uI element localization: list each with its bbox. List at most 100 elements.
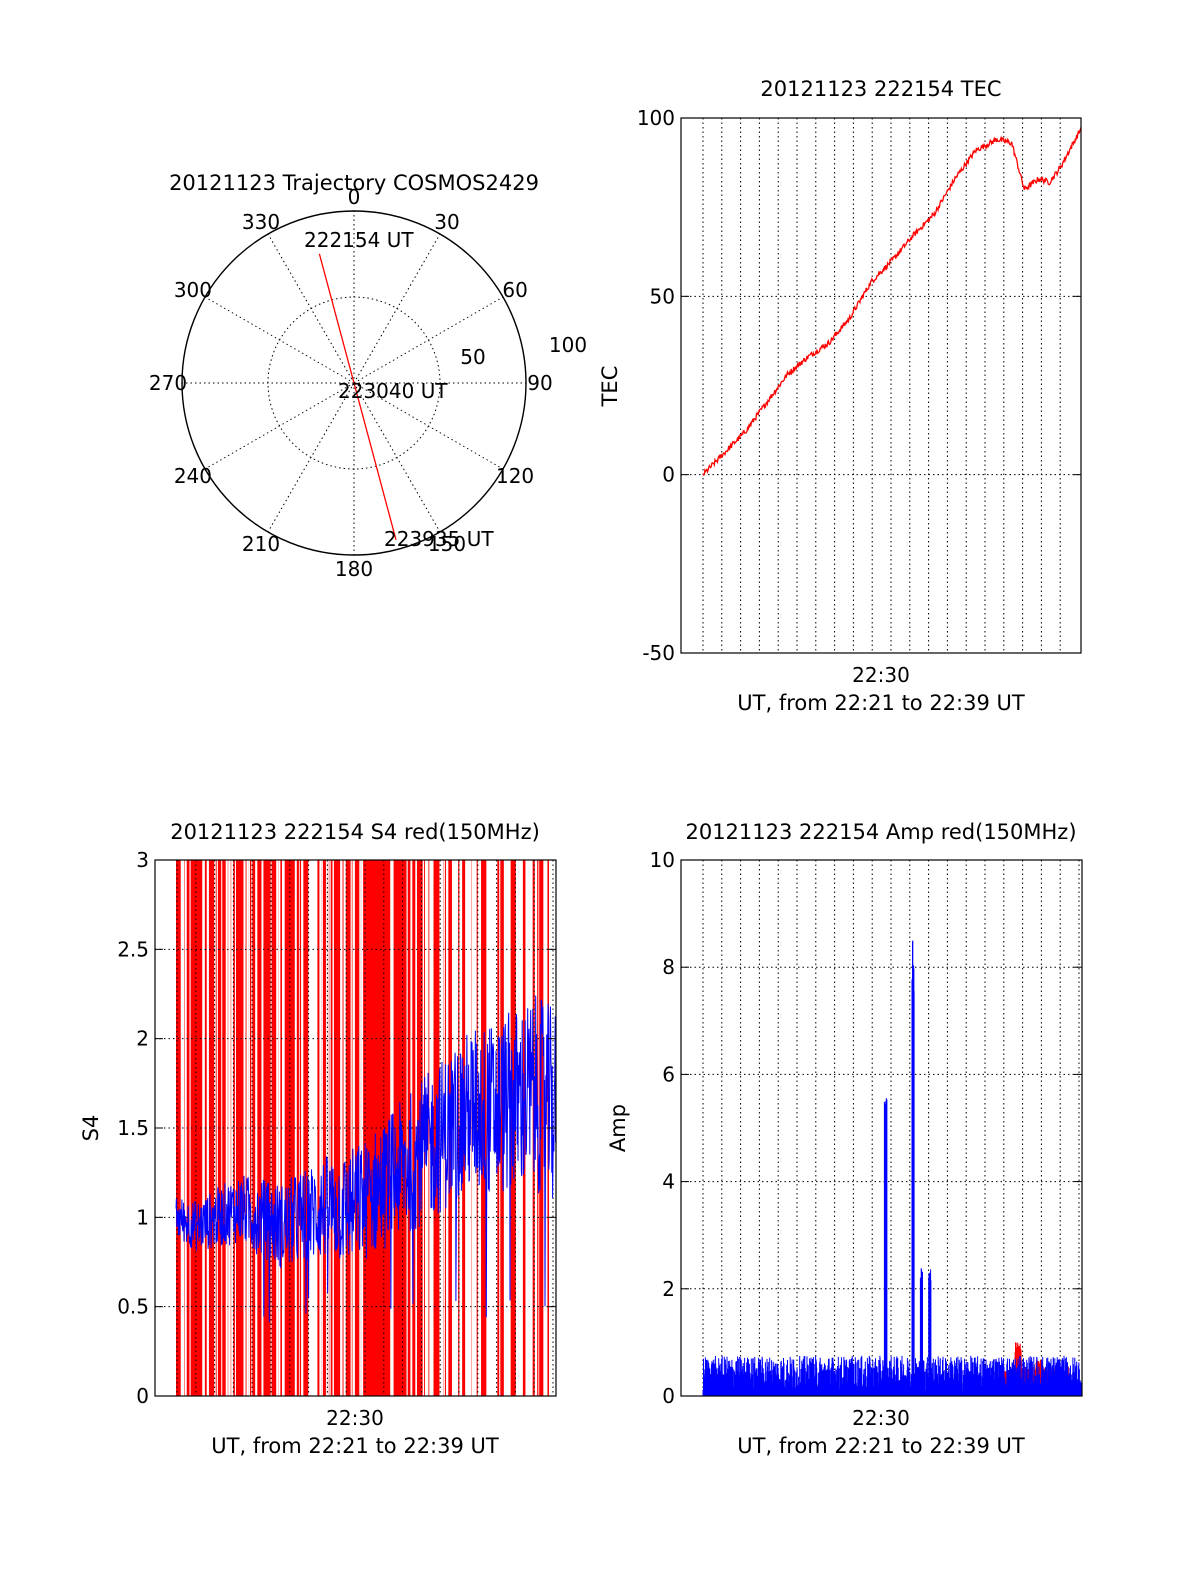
y-tick-label: 4 (662, 1170, 675, 1194)
s4-red-gap (270, 860, 272, 1396)
s4-red-gap (228, 860, 231, 1396)
polar-title: 20121123 Trajectory COSMOS2429 (169, 171, 539, 195)
y-tick-label: 50 (650, 284, 675, 308)
amp-blue-series (702, 940, 1082, 1396)
s4-red-gap (332, 860, 334, 1396)
s4-red-gap (315, 860, 318, 1396)
y-tick-label: 10 (650, 848, 675, 872)
y-tick-label: 100 (637, 106, 675, 130)
polar-spoke (204, 382, 355, 470)
s4-red-gap (319, 860, 322, 1396)
polar-azimuth-label: 330 (242, 210, 280, 234)
polar-azimuth-label: 150 (428, 532, 466, 556)
s4-red-gap (310, 860, 313, 1396)
polar-spoke (353, 382, 504, 470)
s4-red-gap (184, 860, 187, 1396)
amp-title: 20121123 222154 Amp red(150MHz) (685, 820, 1076, 844)
polar-spoke (267, 233, 355, 384)
s4-plot-frame (154, 859, 557, 1397)
y-tick-label: 8 (662, 955, 675, 979)
amp-x-tick-label: 22:30 (852, 1406, 910, 1430)
polar-azimuth-labels: 0 30 60 90 120 150 180 210 240 270 300 330 (149, 185, 553, 581)
y-tick-label: -50 (642, 641, 675, 665)
polar-spoke (204, 296, 355, 384)
s4-red-gap (507, 860, 511, 1396)
s4-red-gap (526, 860, 531, 1396)
polar-spoke (353, 382, 441, 533)
trajectory-end-label: 223935 UT (384, 527, 494, 551)
s4-red-gap (234, 860, 236, 1396)
polar-grid (181, 210, 527, 556)
s4-red-gap (189, 860, 191, 1396)
s4-title: 20121123 222154 S4 red(150MHz) (170, 820, 540, 844)
polar-azimuth-label: 0 (348, 185, 361, 209)
tec-x-axis-label: UT, from 22:21 to 22:39 UT (737, 691, 1025, 715)
polar-azimuth-label: 300 (174, 278, 212, 302)
s4-blue-series (175, 995, 557, 1323)
y-tick-label: 2 (662, 1277, 675, 1301)
tec-title: 20121123 222154 TEC (760, 77, 1001, 101)
s4-red-gap (246, 860, 248, 1396)
polar-spoke (267, 382, 355, 533)
polar-azimuth-label: 270 (149, 371, 187, 395)
s4-red-gap (446, 860, 448, 1396)
amp-y-axis-label: Amp (606, 1104, 630, 1152)
s4-y-axis-label: S4 (79, 1115, 103, 1142)
y-tick-label: 2.5 (117, 937, 149, 961)
s4-grid (155, 860, 556, 1396)
polar-azimuth-label: 210 (242, 532, 280, 556)
polar-radial-label-50: 50 (460, 345, 485, 369)
tec-series-line (702, 127, 1082, 476)
s4-y-ticks: 0 0.5 1 1.5 2 2.5 3 (117, 848, 556, 1408)
s4-red-gap (360, 860, 362, 1396)
s4-red-gap (329, 860, 331, 1396)
tec-y-ticks: -50 0 50 100 (637, 106, 1081, 665)
y-tick-label: 0 (136, 1384, 149, 1408)
s4-red-gap (261, 860, 264, 1396)
trajectory-line (318, 253, 397, 541)
s4-red-gap (313, 860, 316, 1396)
y-tick-label: 0 (662, 463, 675, 487)
amp-panel: 20121123 222154 Amp red(150MHz) 0246810 … (606, 820, 1083, 1458)
polar-panel: 20121123 Trajectory COSMOS2429 0 30 60 90 12… (149, 171, 587, 581)
s4-red-gap (327, 860, 329, 1396)
polar-azimuth-label: 180 (335, 557, 373, 581)
s4-x-axis-label: UT, from 22:21 to 22:39 UT (211, 1434, 499, 1458)
polar-azimuth-label: 30 (434, 210, 459, 234)
s4-red-gap (202, 860, 205, 1396)
s4-red-gap (206, 860, 209, 1396)
s4-red-gap (216, 860, 218, 1396)
s4-red-gap (340, 860, 343, 1396)
s4-red-gap (255, 860, 258, 1396)
polar-azimuth-label: 120 (496, 464, 534, 488)
tec-grid (681, 118, 1081, 653)
trajectory-mid-label: 223040 UT (338, 379, 448, 403)
trajectory-start-label: 222154 UT (304, 228, 414, 252)
polar-azimuth-label: 240 (174, 464, 212, 488)
s4-red-gap (308, 860, 311, 1396)
amp-plot-frame (680, 859, 1083, 1397)
polar-spoke (353, 296, 504, 384)
polar-azimuth-label: 60 (502, 278, 527, 302)
tec-y-axis-label: TEC (598, 366, 622, 408)
s4-red-gap (301, 860, 304, 1396)
amp-x-axis-label: UT, from 22:21 to 22:39 UT (737, 1434, 1025, 1458)
s4-red-gap (248, 860, 250, 1396)
tec-plot-frame (680, 117, 1082, 654)
y-tick-label: 0 (662, 1384, 675, 1408)
s4-red-gap (221, 860, 223, 1396)
polar-azimuth-label: 90 (527, 371, 552, 395)
s4-red-gap (243, 860, 246, 1396)
polar-spoke (353, 233, 441, 384)
s4-red-gap (278, 860, 281, 1396)
s4-red-gap (225, 860, 228, 1396)
y-tick-label: 2 (136, 1027, 149, 1051)
y-tick-label: 0.5 (117, 1295, 149, 1319)
amp-grid (681, 860, 1082, 1396)
s4-red-gap (230, 860, 232, 1396)
s4-red-gap (251, 860, 253, 1396)
s4-panel: 20121123 222154 S4 red(150MHz) 0 0.5 1 1.5 2… (79, 820, 558, 1458)
y-tick-label: 3 (136, 848, 149, 872)
